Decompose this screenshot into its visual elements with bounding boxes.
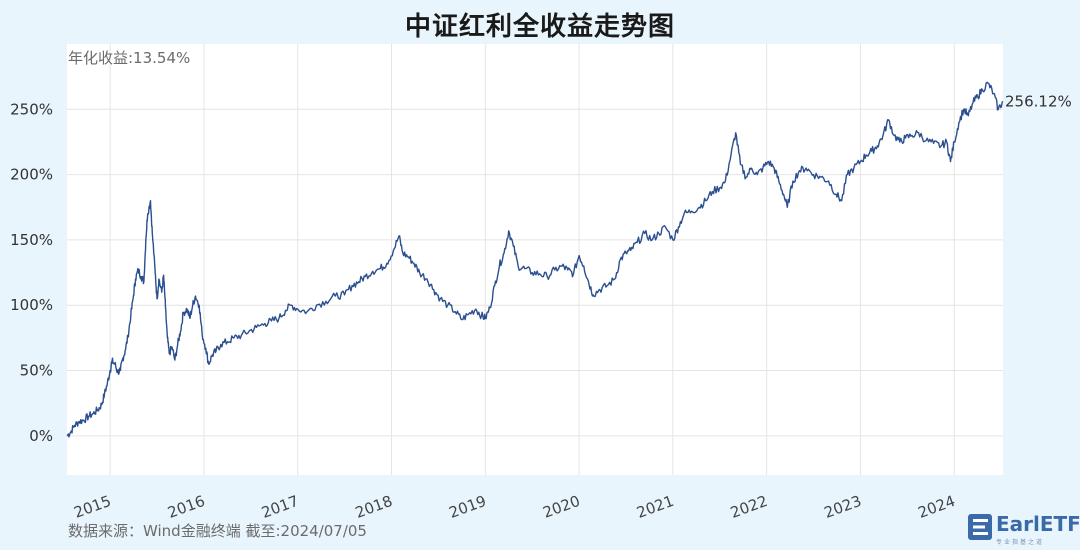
x-tick-label: 2022 [728,492,770,522]
y-tick-label: 200% [10,166,53,184]
x-tick-label: 2019 [447,492,489,522]
x-tick-label: 2024 [916,492,958,522]
annualized-return-label: 年化收益:13.54% [68,49,191,67]
chart-title: 中证红利全收益走势图 [404,12,675,42]
y-tick-label: 150% [10,231,53,249]
brand-logo: EarlETF 专业指基之道 [966,510,1080,548]
end-value-label: 256.12% [1005,92,1072,110]
y-tick-label: 50% [20,362,53,380]
x-tick-label: 2018 [353,492,395,522]
y-tick-label: 0% [29,427,53,445]
logo-text: EarlETF [996,512,1080,536]
logo-mark-icon [968,514,992,540]
x-tick-label: 2020 [540,492,582,522]
y-axis-ticks: 0% 50% 100% 150% 200% 250% [10,100,53,445]
x-tick-label: 2021 [634,492,676,522]
series-line [66,81,1004,438]
y-tick-label: 100% [10,296,53,314]
x-axis-ticks: 2015 2016 2017 2018 2019 2020 2021 2022 2023 2024 [71,492,957,522]
data-source-label: 数据来源：Wind金融终端 截至:2024/07/05 [68,522,367,540]
gridlines [67,44,1003,475]
plot-area [67,44,1003,475]
logo-subtext: 专业指基之道 [996,539,1045,546]
x-tick-label: 2023 [822,492,864,522]
x-tick-label: 2015 [71,492,113,522]
x-tick-label: 2016 [165,492,207,522]
y-tick-label: 250% [10,100,53,118]
x-tick-label: 2017 [259,492,301,522]
